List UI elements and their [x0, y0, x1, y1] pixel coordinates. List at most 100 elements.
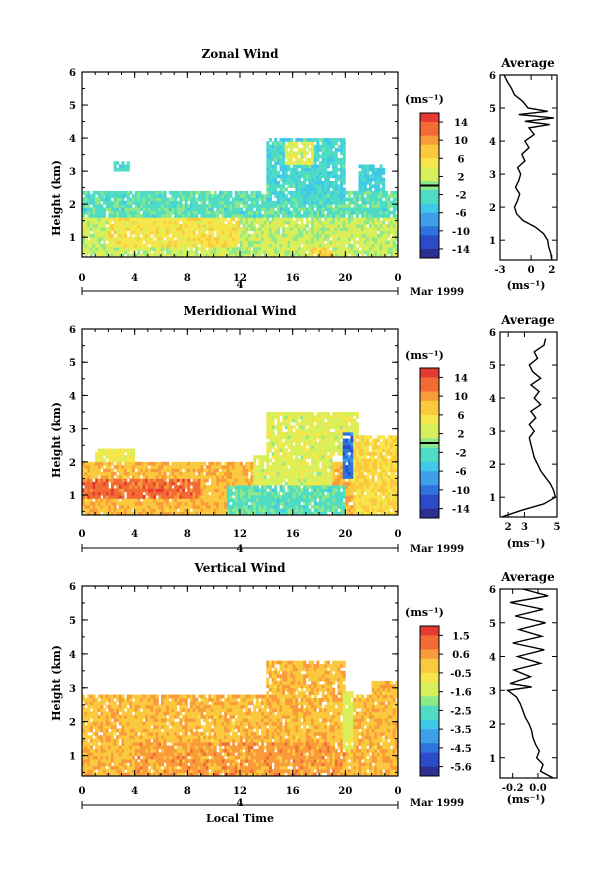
heatmap-cell [311, 138, 315, 142]
heatmap-cell [211, 243, 215, 248]
heatmap-cell [211, 237, 215, 241]
heatmap-cell [274, 233, 278, 238]
heatmap-cell [158, 495, 162, 499]
heatmap-cell [153, 227, 157, 231]
heatmap-cell [218, 495, 222, 499]
heatmap-cell [313, 223, 317, 228]
heatmap-cell [200, 207, 204, 212]
heatmap-cell [97, 230, 101, 235]
heatmap-cell [121, 217, 125, 222]
heatmap-cell [363, 167, 367, 172]
heatmap-cell [174, 250, 178, 255]
heatmap-cell [213, 461, 217, 466]
heatmap-cell [284, 174, 288, 179]
heatmap-cell [234, 250, 238, 255]
heatmap-cell [324, 468, 328, 473]
heatmap-cell [237, 223, 241, 228]
heatmap-cell [282, 511, 286, 516]
heatmap-cell [308, 491, 312, 496]
heatmap-cell [287, 253, 291, 258]
heatmap-cell [313, 481, 317, 486]
heatmap-cell [105, 207, 109, 212]
heatmap-cell [84, 468, 88, 473]
heatmap-cell [319, 435, 323, 440]
heatmap-cell [113, 194, 117, 198]
heatmap-cell [313, 204, 317, 208]
heatmap-cell [337, 227, 341, 231]
heatmap-cell [176, 505, 180, 509]
heatmap-cell [134, 227, 138, 231]
heatmap-cell [155, 501, 159, 506]
heatmap-cell [363, 237, 367, 241]
heatmap-cell [189, 250, 193, 255]
heatmap-cell [274, 501, 278, 506]
heatmap-cell [113, 220, 117, 225]
heatmap-cell [340, 491, 344, 496]
heatmap-cell [145, 227, 149, 231]
heatmap-cell [187, 237, 191, 241]
heatmap-cell [197, 204, 201, 208]
heatmap-cell [132, 485, 136, 489]
heatmap-cell [103, 485, 107, 489]
heatmap-cell [150, 465, 154, 469]
heatmap-cell [82, 207, 86, 212]
heatmap-cell [329, 498, 333, 503]
heatmap-cell [308, 495, 312, 499]
heatmap-cell [218, 488, 222, 493]
heatmap-cell [195, 207, 199, 212]
heatmap-cell [226, 508, 230, 513]
heatmap-cell [337, 488, 341, 493]
heatmap-cell [266, 227, 270, 231]
heatmap-cell [308, 194, 312, 198]
heatmap-cell [276, 184, 280, 189]
heatmap-cell [345, 240, 349, 245]
heatmap-cell [145, 465, 149, 469]
heatmap-cell [247, 505, 251, 509]
heatmap-cell [387, 207, 391, 212]
heatmap-cell [290, 441, 294, 446]
heatmap-cell [121, 233, 125, 238]
heatmap-cell [234, 511, 238, 516]
heatmap-cell [303, 505, 307, 509]
heatmap-cell [237, 204, 241, 208]
heatmap-cell [153, 471, 157, 476]
heatmap-cell [103, 468, 107, 473]
heatmap-cell [137, 511, 141, 516]
heatmap-cell [87, 220, 91, 225]
heatmap-cell [332, 478, 336, 483]
heatmap-cell [95, 501, 99, 506]
heatmap-cell [179, 461, 183, 466]
heatmap-cell [121, 481, 125, 486]
heatmap-cell [303, 144, 307, 149]
heatmap-cell [290, 194, 294, 198]
heatmap-cell [129, 505, 133, 509]
heatmap-cell [253, 214, 257, 218]
heatmap-cell [116, 498, 120, 503]
heatmap-cell [290, 214, 294, 218]
heatmap-cell [308, 422, 312, 426]
heatmap-cell [195, 233, 199, 238]
heatmap-cell [345, 491, 349, 496]
heatmap-cell [334, 415, 338, 420]
heatmap-cell [290, 233, 294, 238]
heatmap-cell [287, 233, 291, 238]
heatmap-cell [392, 194, 396, 198]
heatmap-cell [305, 247, 309, 251]
heatmap-cell [319, 200, 323, 205]
heatmap-cell [305, 174, 309, 179]
heatmap-cell [161, 220, 165, 225]
heatmap-cell [266, 171, 270, 175]
heatmap-cell [319, 154, 323, 159]
heatmap-cell [129, 204, 133, 208]
heatmap-cell [153, 465, 157, 469]
heatmap-cell [213, 488, 217, 493]
heatmap-cell [253, 190, 257, 195]
heatmap-cell [161, 475, 165, 479]
heatmap-cell [87, 214, 91, 218]
heatmap-cell [387, 217, 391, 222]
colorbar-band [420, 239, 439, 245]
heatmap-cell [258, 207, 262, 212]
heatmap-cell [171, 233, 175, 238]
heatmap-cell [266, 237, 270, 241]
heatmap-cell [132, 240, 136, 245]
